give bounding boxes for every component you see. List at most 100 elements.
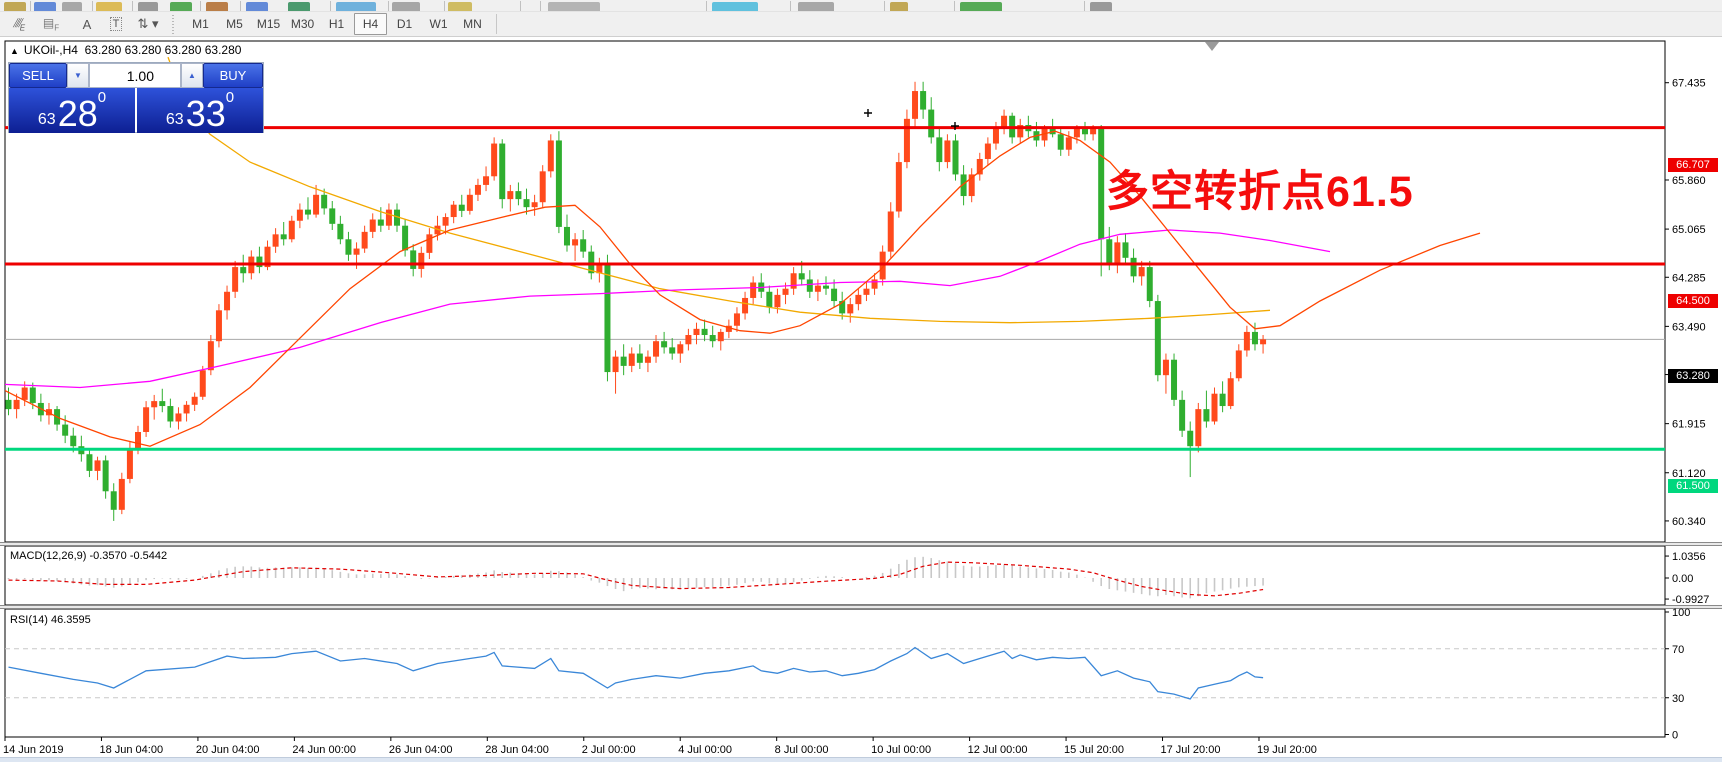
svg-text:65.065: 65.065	[1672, 224, 1706, 236]
svg-text:8 Jul 00:00: 8 Jul 00:00	[775, 744, 829, 756]
panel-splitter[interactable]	[0, 605, 1722, 609]
svg-text:19 Jul 20:00: 19 Jul 20:00	[1257, 744, 1317, 756]
toolbar-icon-cropped[interactable]	[712, 2, 758, 11]
buy-price-display[interactable]: 63 33 0	[137, 88, 263, 133]
sell-price-handle: 63	[37, 111, 56, 128]
buy-price-handle: 63	[165, 111, 184, 128]
fibonacci-tool-icon[interactable]: ▤F	[42, 15, 60, 33]
arrows-tool-icon[interactable]: ⇅ ▾	[137, 16, 159, 31]
macd-plot	[7, 556, 1264, 599]
timeframe-button-m1[interactable]: M1	[192, 17, 209, 31]
svg-text:1.0356: 1.0356	[1672, 551, 1706, 563]
toolbar-separator	[1084, 1, 1085, 11]
buy-button[interactable]: BUY	[203, 63, 263, 88]
timeframe-button-h1[interactable]: H1	[328, 17, 345, 31]
chart-window: 67.43565.86065.06564.28563.49062.71061.9…	[0, 37, 1722, 762]
svg-text:0.00: 0.00	[1672, 573, 1693, 585]
toolbar: ⫽⫽E ▤F A T ⇅ ▾ M1 M5 M15 M30 H1 H4 D1 W1 MN	[0, 0, 1722, 37]
text-label-tool-icon[interactable]: T	[101, 13, 131, 35]
rsi-plot	[5, 646, 1665, 700]
toolbar-icon-cropped[interactable]	[1090, 2, 1112, 11]
toolbar-icon-cropped[interactable]	[138, 2, 158, 11]
sell-button[interactable]: SELL	[9, 63, 67, 88]
svg-text:10 Jul 00:00: 10 Jul 00:00	[871, 744, 931, 756]
svg-text:64.285: 64.285	[1672, 272, 1706, 284]
window-bottom-edge	[0, 757, 1722, 762]
toolbar-icon-cropped[interactable]	[548, 2, 600, 11]
toolbar-separator	[884, 1, 885, 11]
price-badge-63.280: 63.280	[1668, 369, 1718, 384]
rsi-label: RSI(14) 46.3595	[10, 614, 91, 626]
timeframe-button-d1[interactable]: D1	[396, 17, 413, 31]
object-anchor-icon[interactable]	[951, 122, 959, 130]
one-click-trading-panel: SELL ▼ 1.00 ▲ BUY 63 28 0 63 33 0	[8, 62, 264, 133]
timeframe-button-h4[interactable]: H4	[354, 13, 387, 35]
time-axis: 14 Jun 2019 18 Jun 04:00 20 Jun 04:00 24 Ju…	[3, 737, 1317, 756]
volume-input[interactable]: 1.00	[89, 63, 181, 88]
svg-text:14 Jun 2019: 14 Jun 2019	[3, 744, 64, 756]
svg-text:65.860: 65.860	[1672, 175, 1706, 187]
price-axis: 67.43565.86065.06564.28563.49062.71061.9…	[1665, 78, 1709, 742]
toolbar-icon-cropped[interactable]	[206, 2, 228, 11]
svg-text:15 Jul 20:00: 15 Jul 20:00	[1064, 744, 1124, 756]
chart-canvas[interactable]: 67.43565.86065.06564.28563.49062.71061.9…	[0, 37, 1722, 762]
sell-price-pip: 0	[97, 89, 107, 106]
toolbar-icon-cropped[interactable]	[890, 2, 908, 11]
svg-text:61.915: 61.915	[1672, 419, 1706, 431]
svg-text:70: 70	[1672, 644, 1684, 656]
svg-text:18 Jun 04:00: 18 Jun 04:00	[99, 744, 163, 756]
svg-text:67.435: 67.435	[1672, 78, 1706, 90]
timeframe-button-m5[interactable]: M5	[226, 17, 243, 31]
equidistant-channel-tool-icon[interactable]: ⫽⫽E	[12, 15, 25, 33]
toolbar-grip-handle[interactable]	[172, 15, 177, 34]
svg-text:-0.9927: -0.9927	[1672, 594, 1709, 606]
svg-text:4 Jul 00:00: 4 Jul 00:00	[678, 744, 732, 756]
text-tool-icon[interactable]: A	[82, 16, 92, 32]
toolbar-separator	[240, 1, 241, 11]
toolbar-icon-cropped[interactable]	[336, 2, 376, 11]
toolbar-separator	[444, 1, 445, 11]
toolbar-icon-cropped[interactable]	[170, 2, 192, 11]
toolbar-icon-cropped[interactable]	[4, 2, 26, 11]
macd-panel-frame	[4, 545, 1666, 606]
toolbar-icon-cropped[interactable]	[448, 2, 472, 11]
chart-shift-marker-icon[interactable]	[1205, 42, 1219, 51]
candles-layer	[5, 81, 1267, 521]
object-anchor-icon[interactable]	[864, 109, 872, 117]
ma-line-orangered	[4, 130, 1481, 447]
toolbar-icon-cropped[interactable]	[392, 2, 420, 11]
svg-text:28 Jun 04:00: 28 Jun 04:00	[485, 744, 549, 756]
toolbar-icon-cropped[interactable]	[62, 2, 82, 11]
toolbar-icon-cropped[interactable]	[960, 2, 1002, 11]
toolbar-separator	[540, 1, 541, 11]
toolbar-icon-cropped[interactable]	[798, 2, 834, 11]
svg-text:0: 0	[1672, 730, 1678, 742]
chart-annotation-text: 多空转折点61.5	[1106, 168, 1414, 216]
svg-text:26 Jun 04:00: 26 Jun 04:00	[389, 744, 453, 756]
svg-text:17 Jul 20:00: 17 Jul 20:00	[1161, 744, 1221, 756]
buy-price-pip: 0	[225, 89, 235, 106]
toolbar-separator	[496, 14, 497, 34]
sell-price-display[interactable]: 63 28 0	[9, 88, 135, 133]
toolbar-icon-cropped[interactable]	[246, 2, 268, 11]
toolbar-icon-cropped[interactable]	[96, 2, 122, 11]
one-click-collapse-icon[interactable]: ▲	[10, 46, 19, 56]
svg-text:100: 100	[1672, 607, 1690, 619]
toolbar-separator	[520, 1, 521, 11]
toolbar-icon-cropped[interactable]	[288, 2, 310, 11]
volume-increase-button[interactable]: ▲	[181, 63, 203, 88]
ma-line-gold	[167, 56, 1271, 324]
toolbar-separator	[954, 1, 955, 11]
svg-text:63.490: 63.490	[1672, 321, 1706, 333]
volume-decrease-button[interactable]: ▼	[67, 63, 89, 88]
toolbar-separator	[790, 1, 791, 11]
toolbar-separator	[330, 1, 331, 11]
symbol-period-label: UKOil-,H4	[23, 43, 78, 57]
panel-splitter[interactable]	[0, 542, 1722, 546]
toolbar-separator	[388, 1, 389, 11]
timeframe-button-mn[interactable]: MN	[463, 17, 482, 31]
timeframe-button-m30[interactable]: M30	[290, 17, 315, 31]
timeframe-button-m15[interactable]: M15	[256, 17, 281, 31]
toolbar-icon-cropped[interactable]	[34, 2, 56, 11]
timeframe-button-w1[interactable]: W1	[429, 17, 448, 31]
